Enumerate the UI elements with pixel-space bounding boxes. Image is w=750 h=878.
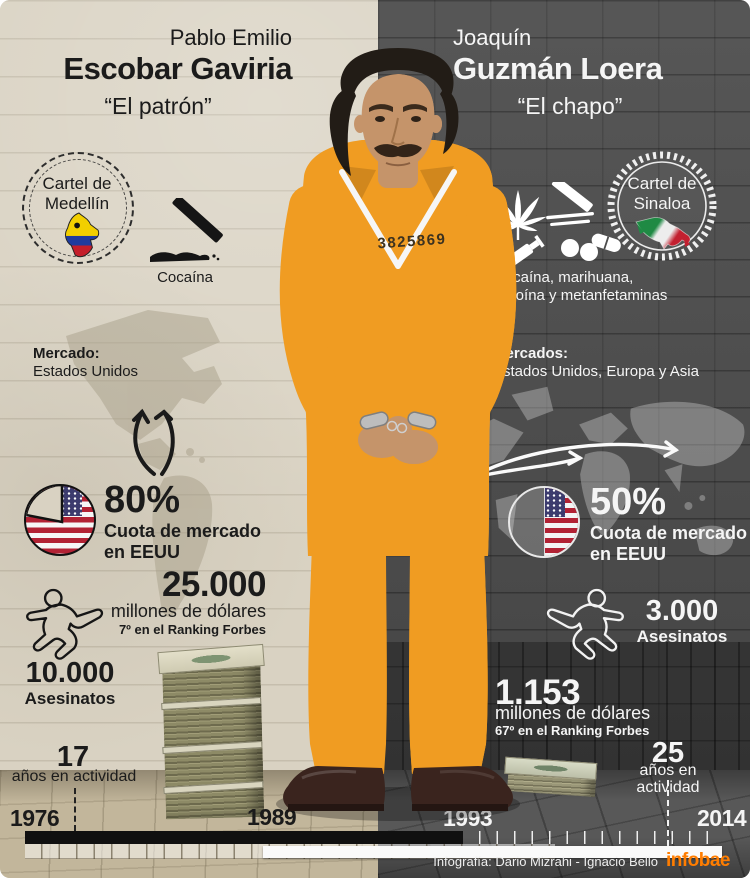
escobar-fortune-rank: 7º en el Ranking Forbes <box>118 622 266 637</box>
timeline-connector-right <box>667 780 669 846</box>
guzman-market-share-value: 50% <box>590 481 667 523</box>
escobar-fortune-unit: millones de dólares <box>110 601 266 621</box>
guzman-drug-label-line2: heroína y metanfetaminas <box>494 287 668 304</box>
guzman-market-share-line1: Cuota de mercado <box>590 523 748 543</box>
timeline-year-2014: 2014 <box>697 805 747 831</box>
guzman-surname: Guzmán Loera <box>453 51 663 86</box>
timeline-year-1976: 1976 <box>10 805 60 831</box>
razor-lines-icon <box>546 182 594 227</box>
flag-faded-half <box>510 488 544 556</box>
chalk-outline-icon-right <box>546 588 624 660</box>
guzman-market-title: Mercados: <box>493 345 569 362</box>
escobar-market-share-line1: Cuota de mercado <box>104 521 262 541</box>
escobar-market-share-value: 80% <box>104 479 181 521</box>
guzman-murders-value: 3.000 <box>645 595 719 627</box>
prisoner-composite-figure: 3825869 <box>276 48 520 821</box>
guzman-market-share-line2: en EEUU <box>590 544 667 564</box>
us-flag-pie-icon-80 <box>24 484 96 556</box>
timeline-ruler-right <box>463 831 722 844</box>
escobar-years-label: años en actividad <box>11 768 137 785</box>
mexico-map-icon <box>635 217 691 250</box>
medellin-badge-line2: Medellín <box>44 194 110 213</box>
escobar-drug-label: Cocaína <box>157 269 213 286</box>
hair <box>329 48 459 176</box>
credit-text: Infografía: Dario Mizrahi - Ignacio Bell… <box>433 854 658 869</box>
sinaloa-badge-rings <box>607 151 717 261</box>
handcuffs-icon <box>359 411 437 434</box>
medellin-cartel-badge: Cartel de Medellín <box>22 152 134 264</box>
pie-cut-wedge <box>26 486 64 524</box>
chalk-outline-icon-left <box>26 588 104 660</box>
escobar-fortune-value: 25.000 <box>161 565 267 604</box>
route-arrows-right <box>473 440 680 478</box>
medellin-badge-line1: Cartel de <box>42 174 112 193</box>
boots <box>283 766 513 811</box>
escobar-market-share-line2: en EEUU <box>104 542 181 562</box>
guzman-fortune-unit: millones de dólares <box>495 703 651 723</box>
sinaloa-cartel-badge: Cartel de Sinaloa <box>606 150 718 262</box>
infobae-logo: infobae <box>665 850 731 871</box>
escobar-surname: Escobar Gaviria <box>63 51 292 86</box>
us-flag-half-icon-50 <box>508 486 580 558</box>
guzman-years-value: 25 <box>651 737 685 769</box>
sinaloa-badge-line1: Cartel de <box>627 174 697 193</box>
money-stack <box>157 643 266 820</box>
jumpsuit-collar <box>339 166 457 269</box>
flag-canton <box>545 488 566 517</box>
route-arrows-left <box>132 408 175 476</box>
sinaloa-badge-line2: Sinaloa <box>633 194 691 213</box>
escobar-market-title: Mercado: <box>33 345 100 362</box>
escobar-murders-value: 10.000 <box>25 657 115 689</box>
guzman-drug-label-line1: Cocaína, marihuana, <box>494 269 634 286</box>
guzman-first-names: Joaquín <box>453 25 532 50</box>
escobar-alias: “El patrón” <box>104 93 212 119</box>
guzman-market-value: Estados Unidos, Europa y Asia <box>493 363 699 380</box>
timeline-connector-left <box>74 788 76 831</box>
escobar-murders-label: Asesinatos <box>24 689 116 708</box>
guzman-alias: “El chapo” <box>517 93 623 119</box>
guzman-fortune-value: 1.153 <box>495 673 581 712</box>
footer-credit: Infografía: Dario Mizrahi - Ignacio Bell… <box>370 850 731 872</box>
razor-blade-icon <box>150 198 223 262</box>
escobar-first-names: Pablo Emilio <box>169 25 292 50</box>
colombia-map-icon <box>65 212 100 258</box>
guzman-fortune-rank: 67º en el Ranking Forbes <box>495 723 650 738</box>
timeline-bar-guzman <box>263 846 722 858</box>
timeline-bar-escobar <box>25 831 463 844</box>
pills-icon <box>561 233 621 261</box>
escobar-years-value: 17 <box>56 741 90 773</box>
escobar-market-value: Estados Unidos <box>33 363 139 380</box>
guzman-murders-label: Asesinatos <box>636 627 728 646</box>
flag-half <box>544 488 578 556</box>
face-features <box>369 104 427 167</box>
prisoner-number: 3825869 <box>377 231 447 253</box>
money-stack-body <box>162 660 265 820</box>
